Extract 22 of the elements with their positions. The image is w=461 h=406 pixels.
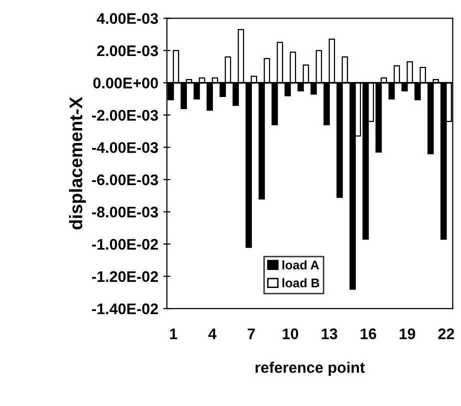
y-tick-label: -1.00E-02 [92,238,158,250]
y-tick-label: -8.00E-03 [92,206,158,218]
y-tick-label: -4.00E-03 [92,142,158,153]
y-tick-label: -6.00E-03 [92,174,158,186]
y-tick-label: -1.40E-02 [92,303,158,314]
y-tick-label: -1.20E-02 [92,271,158,282]
y-axis-title: displacement-X [69,96,86,230]
y-tick-label: 0.00E+00 [93,78,158,88]
legend-label: load B [282,278,320,288]
x-tick-label: 22 [438,328,454,340]
x-tick-label: 19 [400,328,416,340]
y-tick-label: 2.00E-03 [97,45,158,56]
x-tick-label: 13 [322,328,338,340]
x-tick-label: 1 [170,328,178,340]
y-tick-label: -2.00E-03 [92,110,158,121]
x-tick-label: 10 [282,328,298,340]
y-tick-label: 4.00E-03 [96,13,158,24]
x-tick-label: 7 [248,328,255,340]
x-tick-label: 4 [208,328,217,340]
legend-label: load A [282,260,320,270]
x-tick-label: 16 [360,328,376,340]
x-axis-title: reference point [256,362,365,376]
